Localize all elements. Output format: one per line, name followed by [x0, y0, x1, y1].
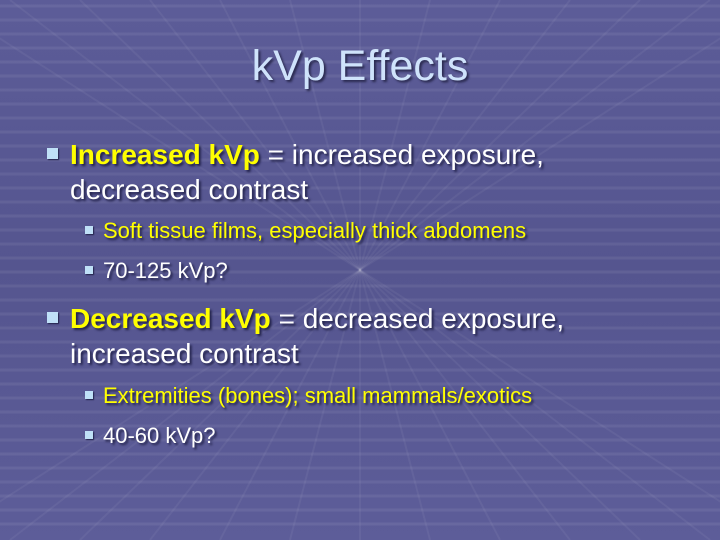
bullet-decreased-kvp: Decreased kVp = decreased exposure, incr… [47, 301, 670, 371]
sub-bullet-text: Soft tissue films, especially thick abdo… [103, 218, 527, 243]
grid-line [359, 269, 501, 540]
sub-bullet-text: 70-125 kVp? [103, 258, 228, 283]
grid-line [219, 269, 361, 540]
sub-bullet: Extremities (bones); small mammals/exoti… [85, 382, 533, 410]
square-bullet-icon [85, 266, 93, 274]
grid-line [289, 269, 361, 540]
square-bullet-icon [85, 226, 93, 234]
grid-line [219, 0, 361, 271]
grid-line [359, 0, 501, 271]
grid-line [359, 0, 431, 271]
grid-line [359, 0, 711, 271]
grid-line [79, 0, 361, 271]
grid-line [9, 269, 361, 540]
grid-line [359, 269, 720, 503]
square-bullet-icon [85, 391, 93, 399]
square-bullet-icon [47, 312, 58, 323]
grid-line [0, 37, 361, 271]
square-bullet-icon [85, 431, 93, 439]
grid-line [359, 269, 711, 540]
grid-line [0, 269, 361, 503]
bullet-bold: Increased kVp [70, 139, 260, 170]
grid-line [359, 0, 641, 271]
grid-line [149, 0, 361, 271]
grid-line [9, 0, 361, 271]
grid-line [359, 269, 641, 540]
sub-bullet: Soft tissue films, especially thick abdo… [85, 217, 527, 245]
bullet-text: = increased exposure, decreased contrast [70, 139, 544, 205]
grid-line [359, 269, 431, 540]
bullet-bold: Decreased kVp [70, 303, 271, 334]
square-bullet-icon [47, 148, 58, 159]
bullet-increased-kvp: Increased kVp = increased exposure, decr… [47, 137, 670, 207]
grid-line [79, 269, 361, 540]
sub-bullet: 70-125 kVp? [85, 257, 228, 285]
grid-line [359, 269, 571, 540]
sub-bullet-text: Extremities (bones); small mammals/exoti… [103, 383, 533, 408]
bullet-text: = decreased exposure, increased contrast [70, 303, 565, 369]
sub-bullet: 40-60 kVp? [85, 422, 216, 450]
sub-bullet-text: 40-60 kVp? [103, 423, 216, 448]
grid-line [359, 0, 571, 271]
slide-title: kVp Effects [251, 42, 469, 90]
grid-line [289, 0, 361, 271]
grid-line [149, 269, 361, 540]
grid-line [359, 37, 720, 271]
